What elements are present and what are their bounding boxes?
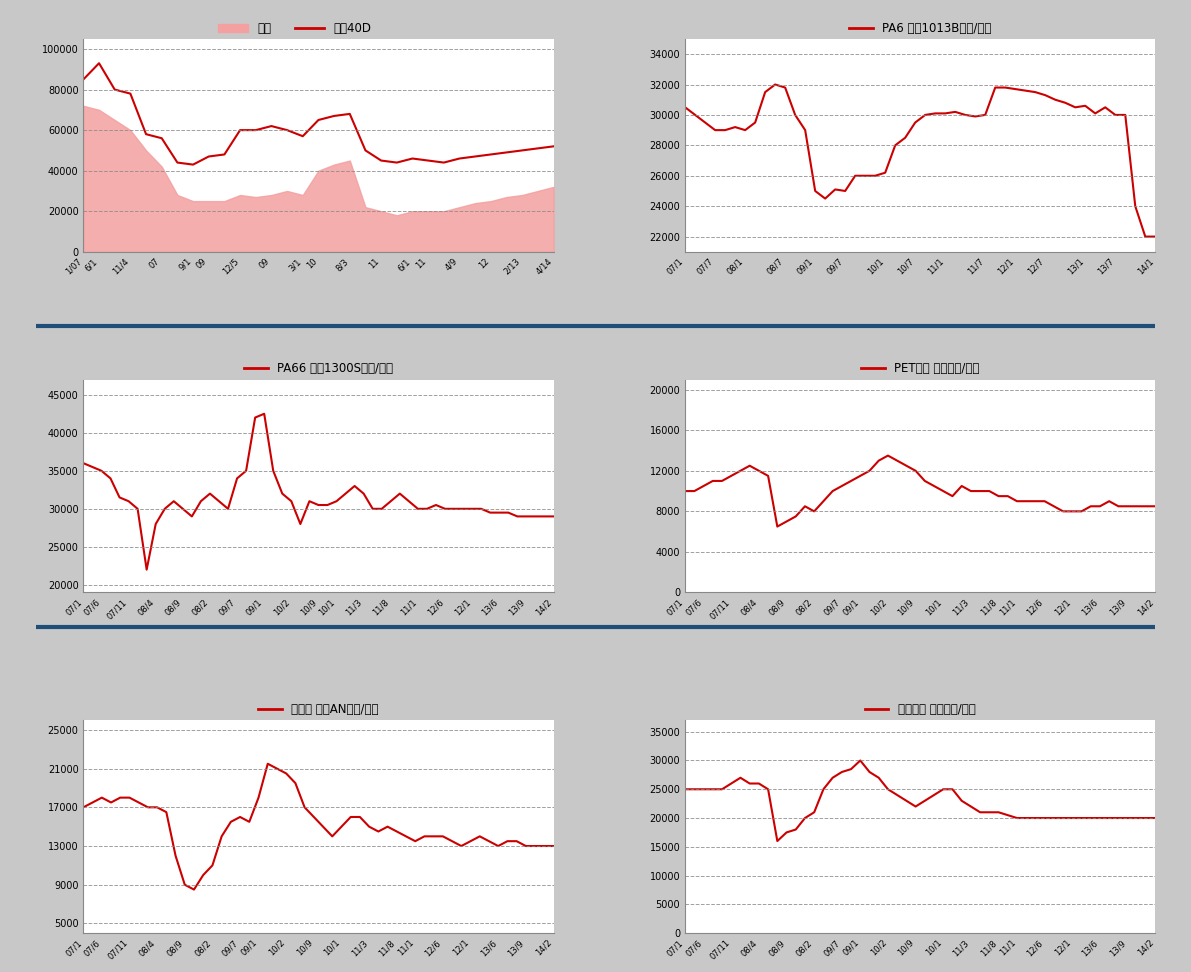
- Legend: 价差, 氨纶40D: 价差, 氨纶40D: [213, 17, 376, 40]
- Legend: PA66 华东1300S（元/吨）: PA66 华东1300S（元/吨）: [239, 358, 398, 380]
- Legend: PET切片 华东（元/吨）: PET切片 华东（元/吨）: [856, 358, 984, 380]
- Legend: 锦纶切片 华东（元/吨）: 锦纶切片 华东（元/吨）: [860, 699, 980, 721]
- Legend: 丙烯腈 华东AN（元/吨）: 丙烯腈 华东AN（元/吨）: [254, 699, 384, 721]
- Legend: PA6 华东1013B（元/吨）: PA6 华东1013B（元/吨）: [844, 17, 996, 40]
